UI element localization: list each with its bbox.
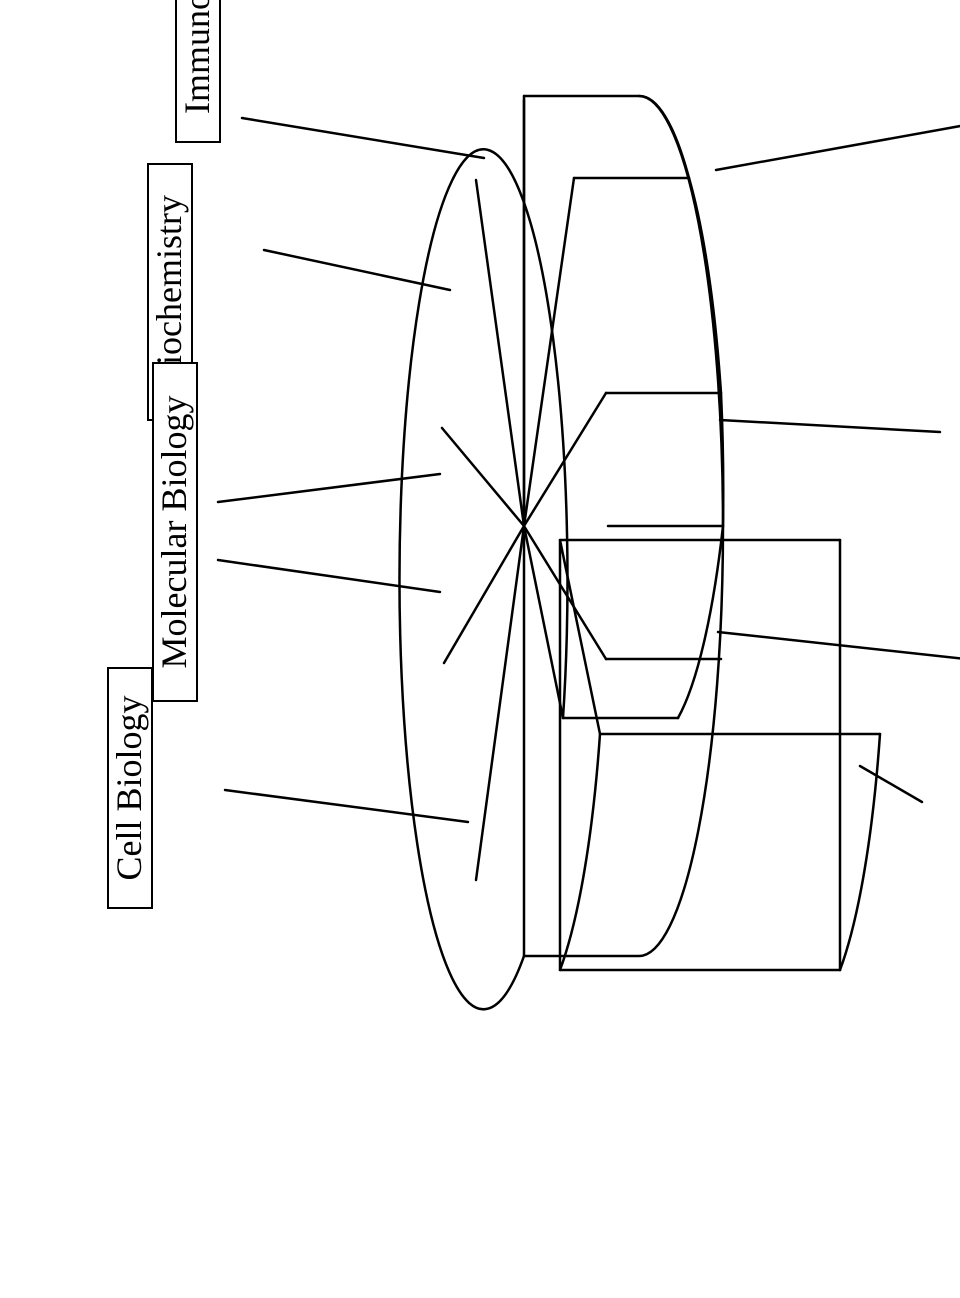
label-cell-biology: Cell Biology xyxy=(107,667,153,909)
diagram-stage: Immunology Biochemistry Molecular Biolog… xyxy=(0,0,960,1298)
label-molecular-biology: Molecular Biology xyxy=(152,362,198,702)
label-immunology: Immunology xyxy=(175,0,221,143)
pie-cylinder-svg xyxy=(0,0,960,1298)
